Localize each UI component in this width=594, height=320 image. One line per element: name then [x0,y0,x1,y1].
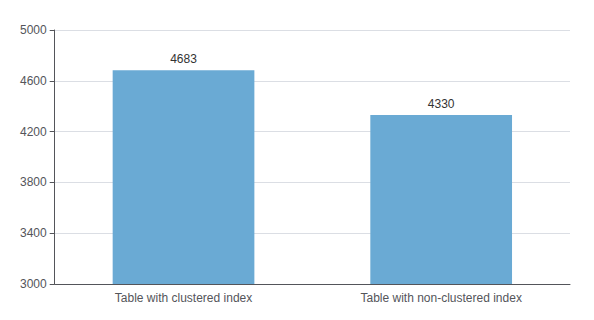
svg-text:5000: 5000 [20,23,47,37]
svg-text:3000: 3000 [20,277,47,291]
svg-text:4200: 4200 [20,125,47,139]
svg-text:3400: 3400 [20,226,47,240]
svg-text:3800: 3800 [20,175,47,189]
svg-text:Table with clustered index: Table with clustered index [115,291,252,305]
svg-text:4330: 4330 [428,97,455,111]
svg-text:4600: 4600 [20,74,47,88]
svg-text:4683: 4683 [170,52,197,66]
svg-text:Table with non-clustered index: Table with non-clustered index [360,291,521,305]
